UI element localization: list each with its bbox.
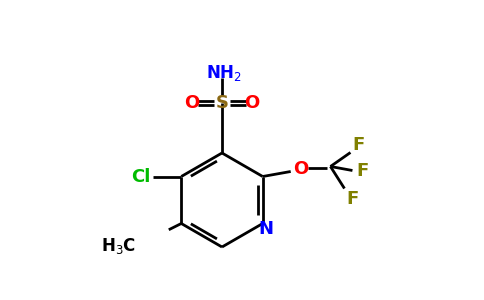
Text: F: F <box>352 136 364 154</box>
Text: F: F <box>356 163 369 181</box>
Text: O: O <box>244 94 259 112</box>
Text: H$_3$C: H$_3$C <box>101 236 136 256</box>
Text: Cl: Cl <box>132 167 151 185</box>
Text: F: F <box>347 190 359 208</box>
Text: O: O <box>293 160 308 178</box>
Text: N: N <box>258 220 273 238</box>
Text: O: O <box>184 94 199 112</box>
Text: NH$_2$: NH$_2$ <box>206 63 242 83</box>
Text: S: S <box>215 94 228 112</box>
